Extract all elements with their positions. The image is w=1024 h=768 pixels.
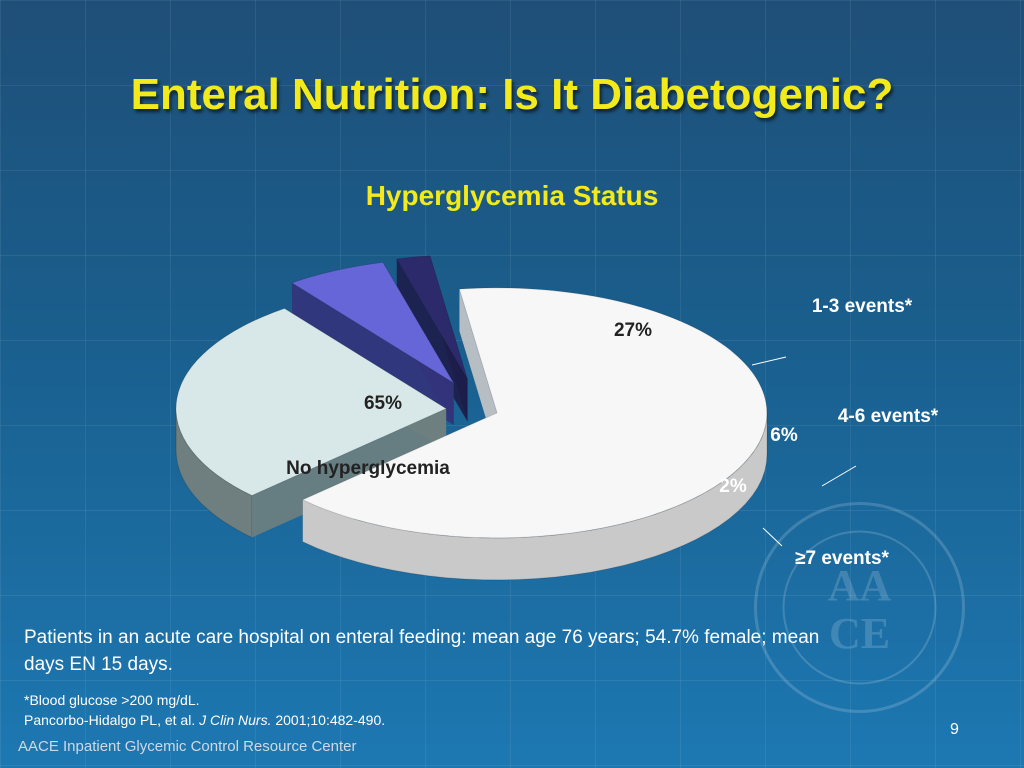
leader-line-3 [762,527,783,547]
chart-title: Hyperglycemia Status [365,180,659,211]
reference-journal: J Clin Nurs. [199,712,272,728]
slice-top-face [290,261,455,384]
category-label-1: No hyperglycemia [286,458,450,479]
caption-text: Patients in an acute care hospital on en… [24,627,820,675]
page-number: 9 [950,721,959,738]
svg-text:AA: AA [828,561,892,610]
footnote-definition: *Blood glucose >200 mg/dL. [24,692,200,708]
data-label-1: 65% [364,393,402,414]
slice-top-face [175,307,448,497]
slice-side-wall [302,411,768,581]
reference-details: 2001;10:482-490. [271,712,386,728]
pie-slice-1-3-events [175,307,448,539]
data-label-3: 6% [770,425,798,446]
category-label-4: ≥7 events* [795,548,889,569]
data-label-2: 27% [614,320,652,341]
data-label-4: 2% [719,476,747,497]
footnote: *Blood glucose >200 mg/dL. Pancorbo-Hida… [24,690,724,730]
reference-authors: Pancorbo-Hidalgo PL, et al. [24,712,200,728]
category-label-2: 1-3 events* [812,296,913,317]
slide-title: Enteral Nutrition: Is It Diabetogenic? [130,70,894,119]
aace-seal-watermark: AA CE [754,502,965,713]
footnote-reference: Pancorbo-Hidalgo PL, et al. J Clin Nurs.… [24,710,724,730]
slice-top-face [301,287,768,539]
category-label-3: 4-6 events* [838,406,939,427]
leader-line-1 [751,356,787,366]
slice-cut-face [251,408,447,538]
svg-text:CE: CE [829,609,890,658]
pie-slice-no-hyperglycemia [301,287,768,581]
slice-cut-face [459,289,498,455]
slice-top-face [395,255,469,380]
leader-line-2 [821,465,857,487]
footer-text: AACE Inpatient Glycemic Control Resource… [18,738,357,755]
